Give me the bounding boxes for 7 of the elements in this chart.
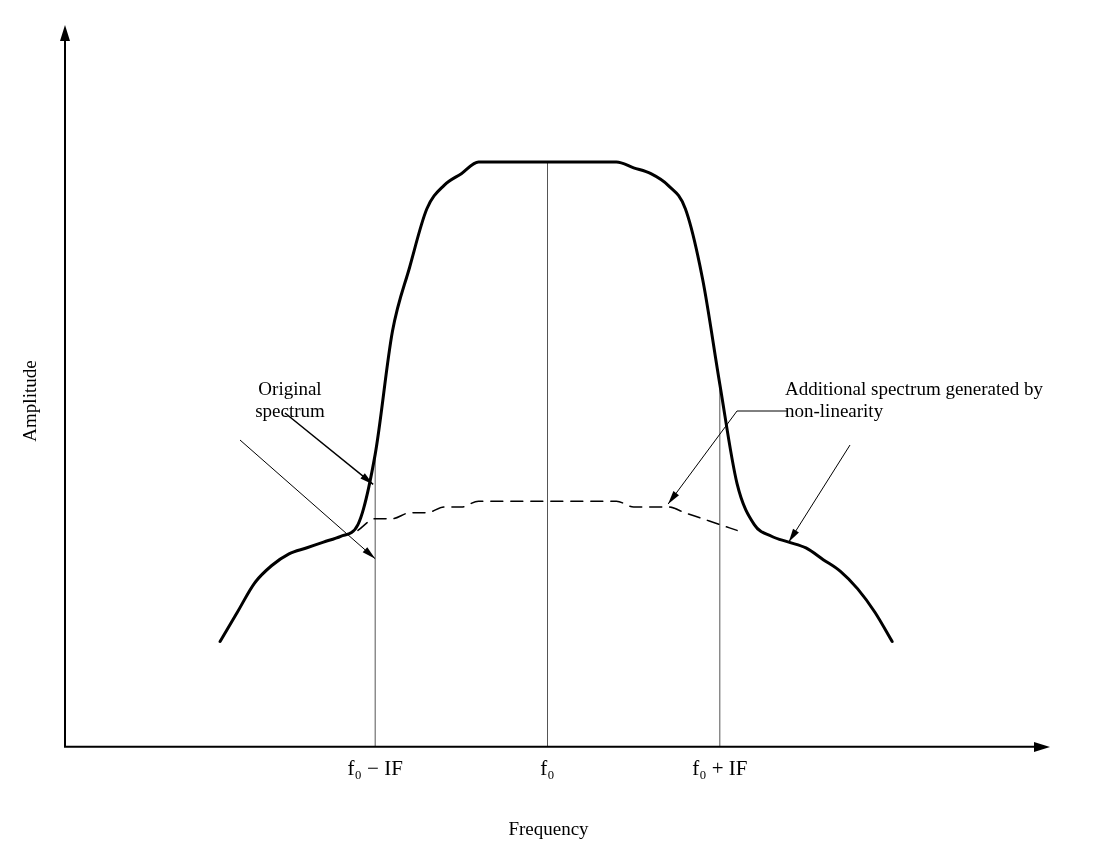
annotation: Additional spectrum generated by non-linearity [785, 378, 1044, 422]
y-axis-title: Amplitude [19, 359, 41, 444]
x-tick-label: f₀ [540, 755, 555, 780]
x-tick-label: f₀ + IF [692, 755, 748, 780]
x-axis-title: Frequency [507, 818, 590, 840]
annotation: Original spectrum [254, 378, 326, 422]
x-tick-label: f₀ − IF [347, 755, 403, 780]
